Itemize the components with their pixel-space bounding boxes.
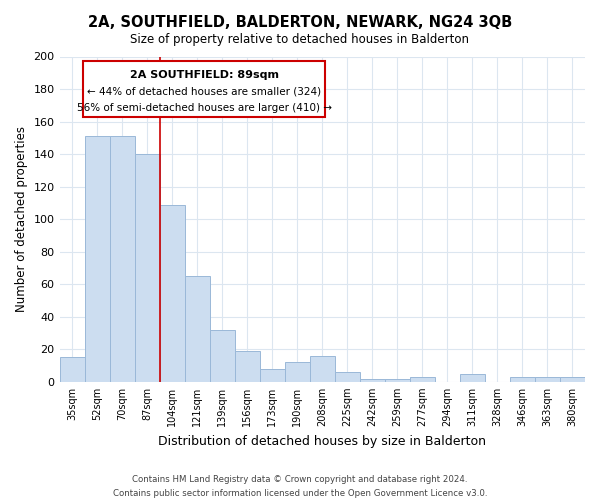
Bar xyxy=(235,351,260,382)
Bar xyxy=(560,377,585,382)
Bar xyxy=(285,362,310,382)
X-axis label: Distribution of detached houses by size in Balderton: Distribution of detached houses by size … xyxy=(158,434,486,448)
Bar xyxy=(260,369,285,382)
Bar xyxy=(510,377,535,382)
Text: 2A, SOUTHFIELD, BALDERTON, NEWARK, NG24 3QB: 2A, SOUTHFIELD, BALDERTON, NEWARK, NG24 … xyxy=(88,15,512,30)
Text: Size of property relative to detached houses in Balderton: Size of property relative to detached ho… xyxy=(131,32,470,46)
Bar xyxy=(335,372,360,382)
Bar xyxy=(59,358,85,382)
Bar xyxy=(460,374,485,382)
Bar xyxy=(535,377,560,382)
Bar xyxy=(310,356,335,382)
Bar xyxy=(209,330,235,382)
Bar xyxy=(360,378,385,382)
Text: 56% of semi-detached houses are larger (410) →: 56% of semi-detached houses are larger (… xyxy=(77,104,332,114)
Bar xyxy=(134,154,160,382)
Text: 2A SOUTHFIELD: 89sqm: 2A SOUTHFIELD: 89sqm xyxy=(130,70,278,80)
Y-axis label: Number of detached properties: Number of detached properties xyxy=(15,126,28,312)
Bar xyxy=(185,276,209,382)
Bar xyxy=(410,377,435,382)
FancyBboxPatch shape xyxy=(83,62,325,116)
Bar xyxy=(85,136,110,382)
Text: Contains HM Land Registry data © Crown copyright and database right 2024.
Contai: Contains HM Land Registry data © Crown c… xyxy=(113,476,487,498)
Bar xyxy=(160,204,185,382)
Bar xyxy=(110,136,134,382)
Text: ← 44% of detached houses are smaller (324): ← 44% of detached houses are smaller (32… xyxy=(87,87,321,97)
Bar xyxy=(385,378,410,382)
